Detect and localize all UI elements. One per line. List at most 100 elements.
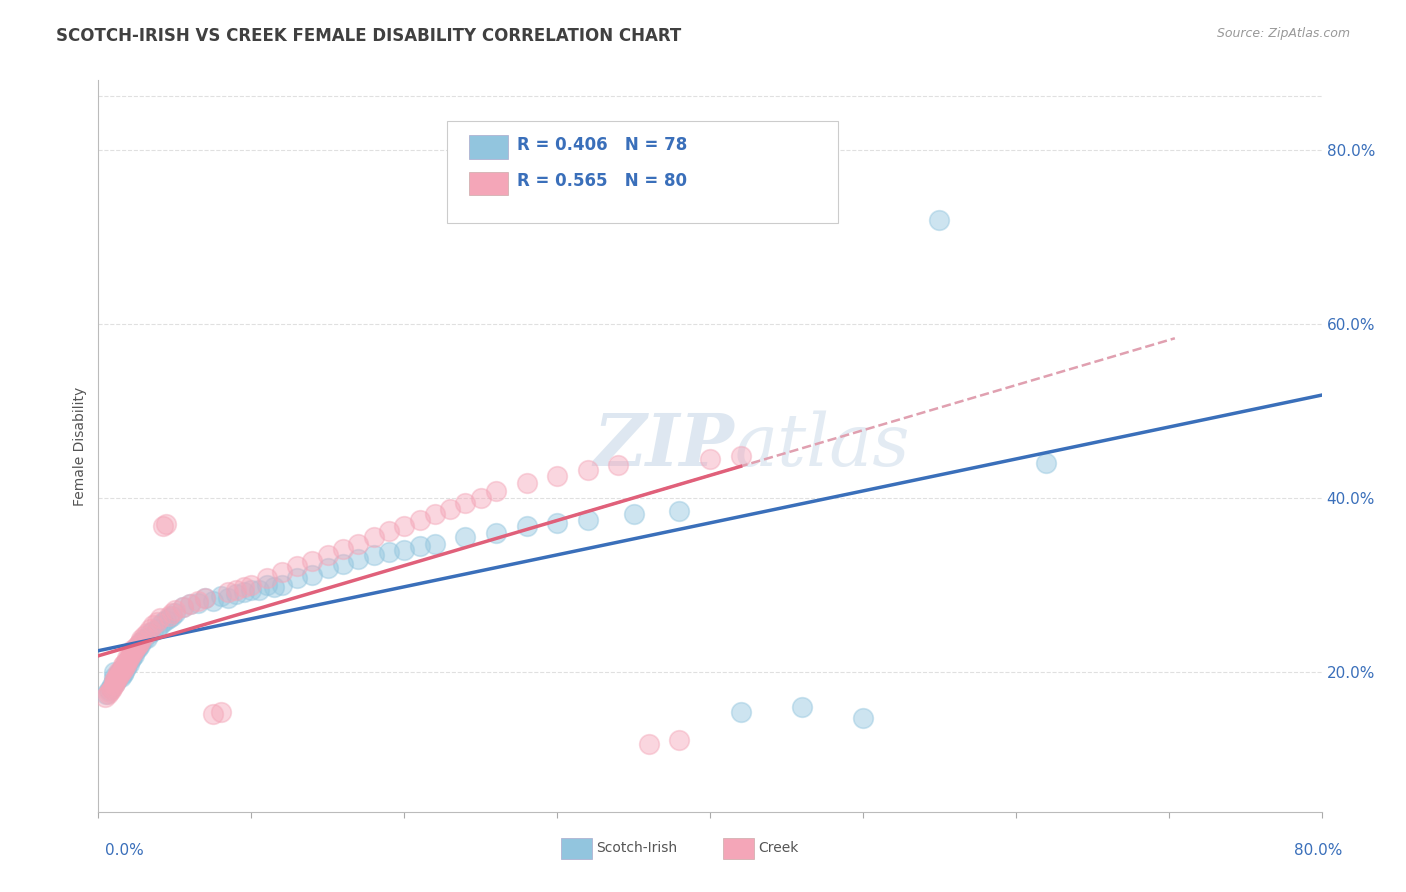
- Point: [485, 526, 508, 541]
- Point: [160, 606, 183, 620]
- Point: [104, 673, 127, 687]
- Point: [145, 622, 167, 636]
- Point: [105, 673, 128, 687]
- Point: [124, 640, 146, 655]
- Text: 80.0%: 80.0%: [1295, 843, 1343, 858]
- Point: [423, 536, 446, 550]
- Point: [1035, 457, 1057, 471]
- Point: [125, 640, 148, 654]
- Point: [454, 495, 477, 509]
- Point: [378, 524, 401, 539]
- Point: [152, 615, 174, 629]
- Point: [103, 670, 125, 684]
- Point: [285, 571, 308, 585]
- Point: [98, 684, 121, 698]
- Point: [118, 649, 141, 664]
- Point: [730, 450, 752, 464]
- Point: [301, 554, 323, 568]
- Point: [136, 626, 159, 640]
- Point: [120, 648, 142, 662]
- Point: [93, 690, 115, 704]
- Point: [392, 543, 416, 558]
- Text: Scotch-Irish: Scotch-Irish: [596, 841, 678, 855]
- Point: [240, 582, 263, 597]
- Point: [117, 655, 139, 669]
- Point: [516, 475, 538, 490]
- Point: [128, 638, 150, 652]
- Point: [194, 591, 217, 606]
- Point: [256, 578, 278, 592]
- Point: [378, 545, 401, 559]
- Point: [423, 507, 446, 521]
- Point: [112, 657, 135, 671]
- Text: Source: ZipAtlas.com: Source: ZipAtlas.com: [1216, 27, 1350, 40]
- Text: ZIP: ZIP: [593, 410, 734, 482]
- Point: [122, 648, 145, 662]
- FancyBboxPatch shape: [447, 120, 838, 223]
- Point: [108, 664, 131, 678]
- Point: [107, 665, 129, 680]
- Point: [125, 640, 148, 655]
- Point: [107, 667, 129, 681]
- Point: [928, 212, 950, 227]
- Text: SCOTCH-IRISH VS CREEK FEMALE DISABILITY CORRELATION CHART: SCOTCH-IRISH VS CREEK FEMALE DISABILITY …: [56, 27, 682, 45]
- Point: [546, 469, 568, 483]
- Point: [699, 452, 721, 467]
- Point: [576, 513, 599, 527]
- Point: [247, 582, 270, 597]
- Point: [127, 638, 149, 652]
- Point: [316, 548, 339, 562]
- Point: [163, 606, 186, 620]
- Point: [118, 657, 141, 671]
- Point: [111, 661, 134, 675]
- Point: [139, 622, 162, 636]
- Point: [546, 516, 568, 530]
- Point: [470, 491, 492, 506]
- Point: [105, 673, 128, 687]
- Point: [454, 530, 477, 544]
- Point: [163, 603, 186, 617]
- Point: [637, 737, 661, 751]
- Point: [100, 681, 122, 695]
- Point: [347, 536, 370, 550]
- Point: [108, 665, 131, 680]
- Point: [118, 652, 141, 666]
- Point: [160, 608, 183, 623]
- Point: [155, 613, 177, 627]
- Point: [121, 642, 143, 657]
- Point: [117, 658, 139, 673]
- Point: [332, 541, 354, 556]
- Point: [240, 578, 263, 592]
- Point: [157, 611, 180, 625]
- Point: [101, 681, 124, 695]
- Point: [110, 665, 132, 680]
- Point: [103, 674, 125, 689]
- Point: [105, 669, 128, 683]
- Point: [155, 517, 177, 532]
- Point: [112, 665, 135, 680]
- Point: [111, 663, 134, 677]
- Point: [172, 600, 194, 615]
- Point: [108, 667, 131, 681]
- Point: [225, 582, 247, 597]
- Text: R = 0.565   N = 80: R = 0.565 N = 80: [517, 172, 686, 190]
- Point: [187, 594, 209, 608]
- Point: [107, 672, 129, 686]
- Point: [115, 657, 138, 671]
- Point: [408, 539, 430, 553]
- Point: [112, 661, 135, 675]
- Point: [149, 611, 172, 625]
- Point: [121, 646, 143, 660]
- Point: [103, 665, 125, 680]
- Point: [118, 652, 141, 666]
- Point: [232, 585, 254, 599]
- Point: [101, 678, 124, 692]
- Point: [285, 559, 308, 574]
- Point: [607, 458, 630, 472]
- Point: [217, 585, 239, 599]
- Point: [179, 598, 201, 612]
- Point: [194, 591, 217, 606]
- FancyBboxPatch shape: [470, 135, 508, 159]
- Point: [117, 651, 139, 665]
- Text: Creek: Creek: [758, 841, 799, 855]
